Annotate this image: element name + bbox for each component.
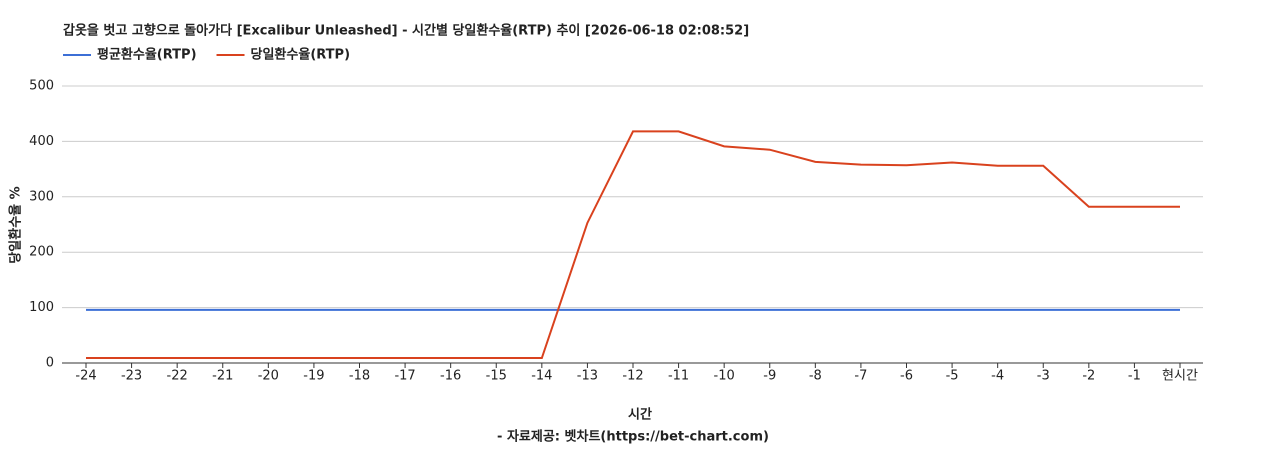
x-tick-label: -7 [854,369,867,384]
y-tick-label: 100 [29,300,54,315]
x-tick-label: -1 [1128,369,1141,384]
series-line [86,130,1180,360]
x-tick-label: 현시간 [1162,369,1198,384]
source-note: - 자료제공: 벳차트(https://bet-chart.com) [497,429,769,445]
x-tick-label: -13 [577,369,598,384]
x-tick-label: -20 [258,369,279,384]
y-tick-label: 300 [29,189,54,204]
x-tick-label: -24 [75,369,96,384]
x-axis-label: 시간 [628,407,652,423]
y-tick-label: 400 [29,134,54,149]
y-tick-label: 500 [29,79,54,94]
x-tick-label: -21 [212,369,233,384]
x-tick-label: -4 [991,369,1004,384]
x-tick-label: -19 [303,369,324,384]
x-tick-label: -14 [531,369,552,384]
x-tick-label: -15 [486,369,507,384]
x-tick-label: -23 [121,369,142,384]
y-tick-label: 0 [46,356,54,371]
x-tick-label: -2 [1082,369,1095,384]
x-tick-label: -11 [668,369,689,384]
legend-label: 평균환수율(RTP) [97,47,197,63]
x-tick-label: -8 [809,369,822,384]
x-tick-label: -18 [349,369,370,384]
x-tick-label: -10 [714,369,735,384]
y-tick-label: 200 [29,245,54,260]
x-tick-label: -9 [763,369,776,384]
x-tick-label: -22 [167,369,188,384]
x-tick-label: -17 [394,369,415,384]
x-tick-label: -6 [900,369,913,384]
x-tick-label: -5 [946,369,959,384]
x-tick-label: -12 [622,369,643,384]
legend-label: 당일환수율(RTP) [251,47,351,63]
x-tick-label: -3 [1037,369,1050,384]
y-axis-label: 당일환수율 % [8,186,24,263]
x-tick-label: -16 [440,369,461,384]
chart-title: 갑옷을 벗고 고향으로 돌아가다 [Excalibur Unleashed] -… [63,23,749,39]
